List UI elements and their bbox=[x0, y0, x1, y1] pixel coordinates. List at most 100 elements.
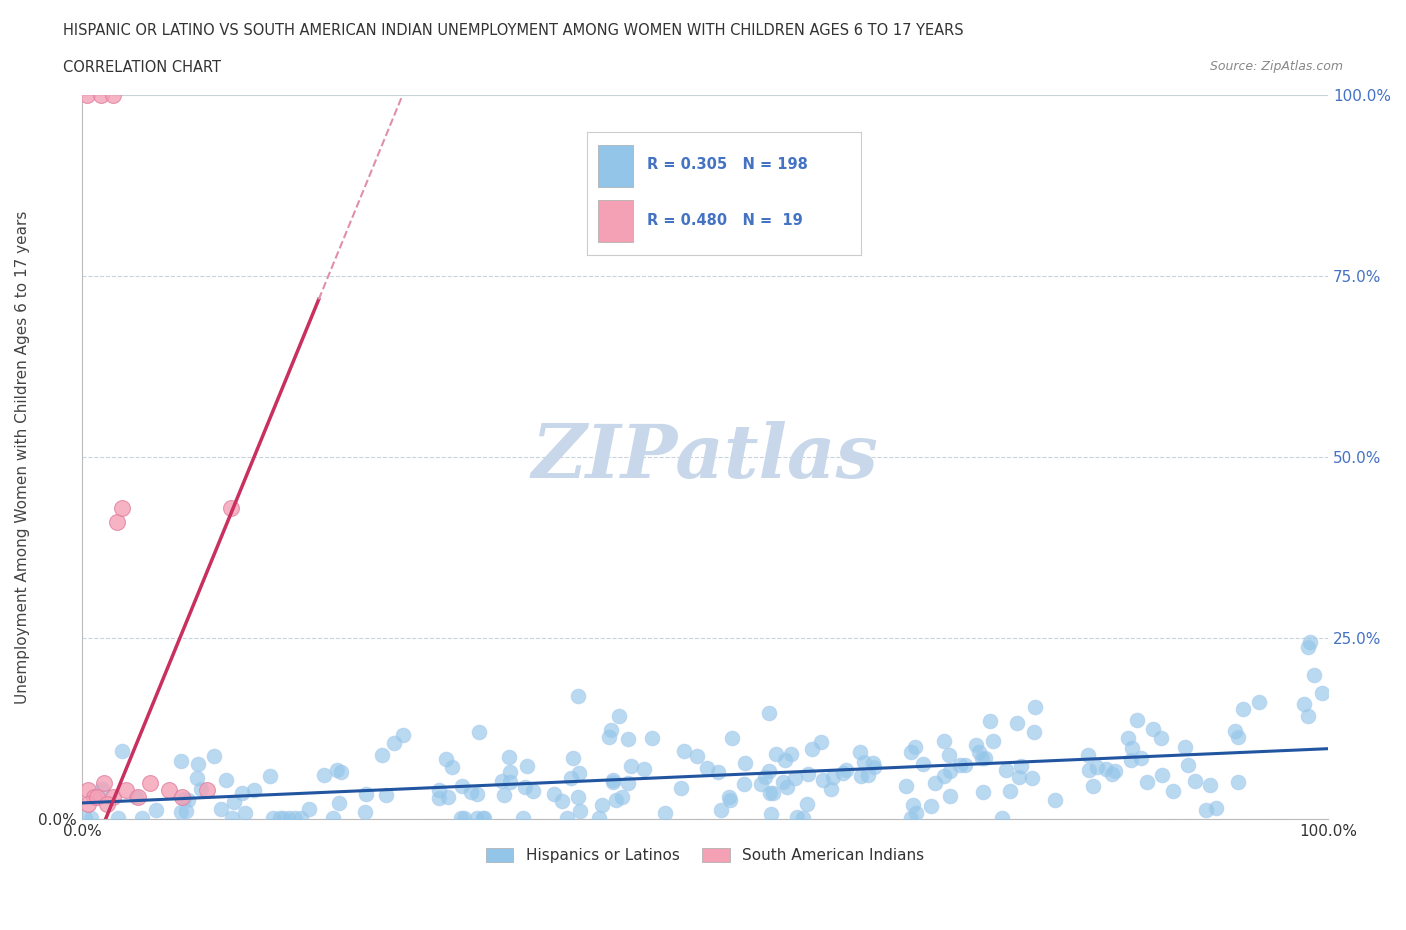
Point bbox=[1077, 763, 1099, 777]
Point bbox=[1116, 730, 1139, 745]
Point bbox=[934, 734, 956, 749]
Point bbox=[209, 802, 232, 817]
Text: CORRELATION CHART: CORRELATION CHART bbox=[63, 60, 221, 75]
Point bbox=[1296, 709, 1319, 724]
Point bbox=[835, 762, 858, 777]
Point bbox=[1101, 766, 1123, 781]
Point bbox=[427, 782, 450, 797]
Point bbox=[617, 776, 640, 790]
Point bbox=[772, 775, 794, 790]
Point bbox=[77, 782, 100, 797]
Text: ZIPatlas: ZIPatlas bbox=[531, 421, 879, 494]
Point bbox=[101, 88, 124, 103]
Point bbox=[1174, 739, 1197, 754]
Point bbox=[754, 769, 776, 784]
Point bbox=[498, 774, 520, 789]
Point bbox=[1121, 740, 1143, 755]
Point bbox=[157, 782, 180, 797]
Point bbox=[612, 790, 634, 804]
Point bbox=[96, 797, 118, 812]
Point bbox=[911, 757, 934, 772]
Point bbox=[672, 743, 695, 758]
Point bbox=[823, 770, 845, 785]
Point bbox=[792, 811, 814, 826]
Point bbox=[641, 731, 664, 746]
Point bbox=[718, 792, 741, 807]
Point bbox=[567, 790, 589, 804]
Point bbox=[972, 751, 994, 765]
Point bbox=[90, 88, 112, 103]
Point bbox=[1010, 758, 1032, 773]
Point bbox=[177, 792, 200, 807]
Point bbox=[863, 759, 886, 774]
Point bbox=[259, 769, 281, 784]
Point bbox=[1299, 635, 1322, 650]
Point bbox=[973, 751, 995, 765]
Point bbox=[939, 788, 962, 803]
Point bbox=[981, 734, 1004, 749]
Legend: Hispanics or Latinos, South American Indians: Hispanics or Latinos, South American Ind… bbox=[479, 842, 931, 870]
Point bbox=[353, 804, 375, 819]
Point bbox=[468, 724, 491, 739]
Point bbox=[170, 753, 193, 768]
Point bbox=[170, 790, 193, 804]
Point bbox=[371, 747, 394, 762]
Text: Source: ZipAtlas.com: Source: ZipAtlas.com bbox=[1209, 60, 1343, 73]
Point bbox=[598, 730, 620, 745]
Point bbox=[111, 500, 134, 515]
Point bbox=[832, 766, 855, 781]
Point bbox=[900, 810, 922, 825]
Point bbox=[86, 790, 108, 804]
Point bbox=[965, 737, 987, 752]
Point bbox=[101, 790, 124, 804]
Point bbox=[93, 776, 115, 790]
Point bbox=[953, 757, 976, 772]
Point bbox=[568, 765, 591, 780]
Point bbox=[1094, 762, 1116, 777]
Point bbox=[633, 761, 655, 776]
Point bbox=[990, 811, 1012, 826]
Point bbox=[277, 810, 299, 825]
Point bbox=[796, 797, 818, 812]
Point bbox=[437, 790, 460, 804]
Point bbox=[440, 760, 463, 775]
Point bbox=[562, 751, 585, 765]
Point bbox=[938, 764, 960, 778]
Point bbox=[762, 785, 785, 800]
Point bbox=[356, 787, 378, 802]
Point bbox=[710, 803, 733, 817]
Point bbox=[1077, 747, 1099, 762]
Point bbox=[1302, 667, 1324, 682]
Point bbox=[515, 779, 537, 794]
Point bbox=[427, 790, 450, 805]
Point bbox=[322, 811, 344, 826]
Point bbox=[450, 811, 472, 826]
Point bbox=[852, 754, 875, 769]
Point bbox=[905, 805, 928, 820]
Point bbox=[1136, 774, 1159, 789]
Point bbox=[105, 515, 128, 530]
Point bbox=[1177, 757, 1199, 772]
Point bbox=[284, 811, 307, 826]
Point bbox=[696, 760, 718, 775]
Point bbox=[967, 745, 990, 760]
Point bbox=[1312, 685, 1334, 700]
Point bbox=[718, 790, 741, 804]
Point bbox=[920, 798, 942, 813]
Point bbox=[76, 88, 98, 103]
Point bbox=[602, 775, 624, 790]
Point bbox=[761, 806, 783, 821]
Point bbox=[786, 810, 808, 825]
Point bbox=[83, 790, 105, 804]
Point bbox=[91, 782, 114, 797]
Point bbox=[1045, 792, 1067, 807]
Point bbox=[1195, 803, 1218, 817]
Point bbox=[329, 764, 352, 779]
Point bbox=[773, 753, 796, 768]
Point bbox=[607, 709, 630, 724]
Point bbox=[780, 746, 803, 761]
Point bbox=[450, 778, 472, 793]
Point bbox=[467, 786, 489, 801]
Point bbox=[328, 796, 350, 811]
Point bbox=[972, 784, 994, 799]
